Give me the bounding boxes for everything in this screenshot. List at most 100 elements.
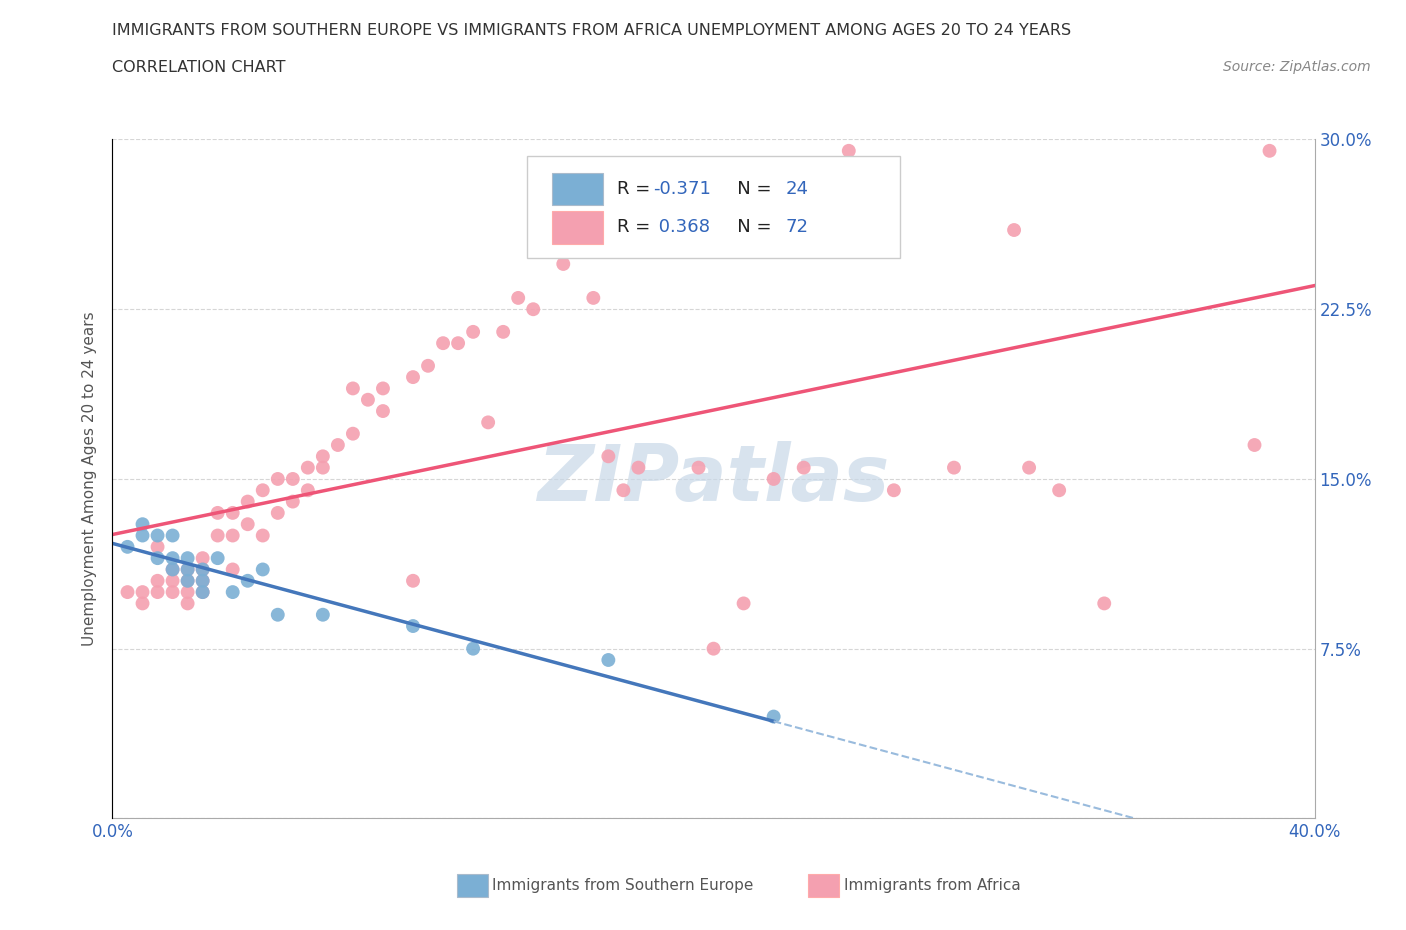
- Text: IMMIGRANTS FROM SOUTHERN EUROPE VS IMMIGRANTS FROM AFRICA UNEMPLOYMENT AMONG AGE: IMMIGRANTS FROM SOUTHERN EUROPE VS IMMIG…: [112, 23, 1071, 38]
- Point: [582, 290, 605, 305]
- Point: [162, 562, 184, 577]
- Point: [883, 483, 905, 498]
- Point: [281, 472, 304, 486]
- FancyBboxPatch shape: [553, 173, 603, 206]
- Point: [522, 301, 544, 316]
- Point: [162, 551, 184, 565]
- Point: [162, 528, 184, 543]
- Point: [598, 653, 620, 668]
- Point: [191, 551, 214, 565]
- Point: [267, 472, 290, 486]
- Point: [627, 460, 650, 475]
- Point: [733, 596, 755, 611]
- Point: [612, 483, 634, 498]
- Point: [326, 437, 349, 452]
- Point: [402, 573, 425, 589]
- Point: [312, 460, 335, 475]
- Point: [252, 562, 274, 577]
- Point: [447, 336, 470, 351]
- Point: [222, 528, 245, 543]
- Point: [312, 449, 335, 464]
- Point: [176, 573, 198, 589]
- Point: [1243, 437, 1265, 452]
- Point: [1018, 460, 1040, 475]
- Point: [342, 426, 364, 441]
- Point: [1092, 596, 1115, 611]
- Point: [1258, 143, 1281, 158]
- Text: 24: 24: [786, 180, 808, 198]
- Point: [297, 460, 319, 475]
- Point: [176, 562, 198, 577]
- Point: [191, 562, 214, 577]
- Point: [357, 392, 380, 407]
- Point: [146, 528, 169, 543]
- Point: [191, 585, 214, 600]
- Point: [492, 325, 515, 339]
- Point: [207, 505, 229, 520]
- Text: 72: 72: [786, 219, 808, 236]
- Point: [236, 573, 259, 589]
- Point: [688, 460, 710, 475]
- Text: ZIPatlas: ZIPatlas: [537, 441, 890, 517]
- Point: [131, 528, 153, 543]
- Bar: [457, 874, 488, 897]
- Text: N =: N =: [720, 180, 776, 198]
- Text: -0.371: -0.371: [654, 180, 711, 198]
- FancyBboxPatch shape: [527, 156, 900, 259]
- Point: [117, 539, 139, 554]
- Point: [146, 539, 169, 554]
- Point: [191, 562, 214, 577]
- Point: [598, 449, 620, 464]
- Point: [162, 585, 184, 600]
- Point: [252, 528, 274, 543]
- Point: [131, 517, 153, 532]
- Point: [146, 551, 169, 565]
- FancyBboxPatch shape: [553, 211, 603, 244]
- Point: [702, 642, 725, 657]
- Text: Immigrants from Southern Europe: Immigrants from Southern Europe: [492, 878, 754, 893]
- Point: [191, 585, 214, 600]
- Point: [793, 460, 815, 475]
- Point: [672, 211, 695, 226]
- Point: [508, 290, 530, 305]
- Point: [131, 596, 153, 611]
- Point: [191, 573, 214, 589]
- Point: [162, 573, 184, 589]
- Point: [222, 505, 245, 520]
- Point: [176, 562, 198, 577]
- Point: [222, 585, 245, 600]
- Point: [236, 517, 259, 532]
- Point: [553, 257, 575, 272]
- Point: [176, 573, 198, 589]
- Point: [207, 528, 229, 543]
- Point: [131, 585, 153, 600]
- Point: [342, 381, 364, 396]
- Point: [838, 143, 860, 158]
- Point: [146, 585, 169, 600]
- Point: [1047, 483, 1070, 498]
- Point: [402, 369, 425, 385]
- Point: [191, 573, 214, 589]
- Point: [297, 483, 319, 498]
- Text: N =: N =: [720, 219, 776, 236]
- Text: R =: R =: [617, 180, 657, 198]
- Point: [252, 483, 274, 498]
- Point: [762, 710, 785, 724]
- Text: Immigrants from Africa: Immigrants from Africa: [844, 878, 1021, 893]
- Point: [477, 415, 499, 430]
- Text: 0.368: 0.368: [654, 219, 710, 236]
- Point: [162, 562, 184, 577]
- Point: [236, 494, 259, 509]
- Point: [942, 460, 965, 475]
- Point: [176, 585, 198, 600]
- Text: R =: R =: [617, 219, 657, 236]
- Point: [643, 166, 665, 181]
- Point: [402, 618, 425, 633]
- Point: [461, 325, 484, 339]
- Point: [762, 472, 785, 486]
- Point: [207, 551, 229, 565]
- Point: [1002, 222, 1025, 237]
- Point: [868, 200, 890, 215]
- Point: [176, 596, 198, 611]
- Point: [461, 642, 484, 657]
